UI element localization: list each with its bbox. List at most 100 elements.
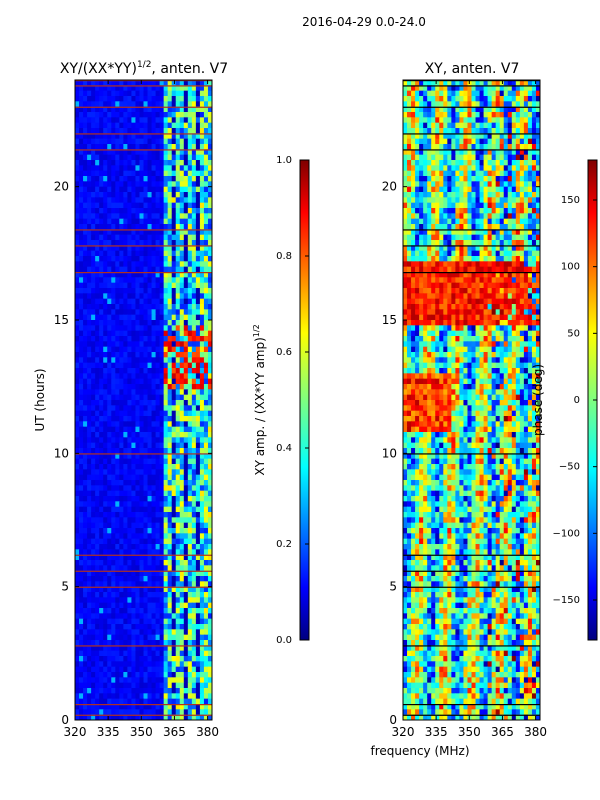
amplitude-heatmap-cell (155, 709, 161, 716)
amplitude-heatmap-cell (99, 672, 104, 678)
amplitude-heatmap-cell (119, 570, 124, 577)
amplitude-heatmap-cell (179, 272, 185, 278)
amplitude-heatmap-cell (195, 256, 201, 262)
phase-heatmap-cell (511, 170, 517, 177)
amplitude-heatmap-cell (163, 629, 169, 636)
phase-heatmap-cell (499, 176, 505, 182)
phase-heatmap-cell (407, 101, 412, 108)
amplitude-heatmap-cell (207, 176, 212, 182)
amplitude-heatmap-cell (103, 613, 108, 620)
amplitude-heatmap-cell (103, 240, 108, 246)
amplitude-heatmap-cell (83, 661, 88, 668)
phase-heatmap-cell (455, 133, 461, 140)
amplitude-heatmap-cell (155, 538, 161, 545)
phase-heatmap-cell (495, 208, 501, 214)
amplitude-heatmap-cell (151, 586, 157, 593)
phase-heatmap-cell (491, 144, 497, 150)
amplitude-colorbar-tick-label: 0.6 (276, 347, 292, 358)
amplitude-heatmap-cell (191, 389, 197, 396)
amplitude-heatmap-cell (103, 192, 108, 198)
amplitude-heatmap-cell (115, 149, 120, 156)
amplitude-heatmap-cell (119, 661, 124, 668)
amplitude-heatmap-cell (139, 330, 145, 337)
amplitude-heatmap-cell (115, 693, 120, 700)
amplitude-heatmap-cell (171, 709, 177, 716)
amplitude-heatmap-cell (163, 634, 169, 641)
amplitude-heatmap-cell (203, 250, 209, 257)
amplitude-heatmap-cell (147, 85, 153, 92)
amplitude-heatmap-cell (95, 90, 100, 97)
amplitude-heatmap-cell (159, 426, 165, 433)
phase-heatmap-cell (423, 85, 428, 92)
amplitude-heatmap-cell (167, 90, 173, 97)
phase-heatmap-cell (515, 170, 521, 177)
amplitude-heatmap-cell (135, 144, 141, 150)
amplitude-heatmap-cell (183, 688, 189, 694)
amplitude-heatmap-cell (79, 202, 84, 209)
amplitude-heatmap-cell (143, 677, 149, 684)
amplitude-heatmap-cell (95, 496, 100, 502)
amplitude-heatmap-cell (87, 544, 92, 550)
figure-suptitle: 2016-04-29 0.0-24.0 (302, 15, 426, 29)
amplitude-heatmap-cell (167, 304, 173, 310)
amplitude-heatmap-cell (87, 117, 92, 124)
amplitude-heatmap-cell (199, 533, 205, 540)
amplitude-heatmap-cell (187, 213, 193, 220)
amplitude-heatmap-cell (159, 165, 165, 172)
amplitude-heatmap-cell (131, 576, 137, 582)
amplitude-heatmap-cell (111, 261, 116, 268)
amplitude-heatmap-cell (167, 186, 173, 193)
amplitude-heatmap-cell (79, 464, 84, 470)
amplitude-heatmap-cell (179, 480, 185, 486)
amplitude-heatmap-cell (127, 426, 133, 433)
amplitude-heatmap-cell (143, 549, 149, 556)
amplitude-heatmap-cell (147, 341, 153, 348)
amplitude-heatmap-cell (195, 485, 201, 492)
phase-heatmap-cell (419, 197, 424, 204)
amplitude-heatmap-cell (155, 624, 161, 630)
amplitude-heatmap-cell (183, 266, 189, 273)
phase-heatmap-cell (451, 186, 456, 193)
amplitude-heatmap-cell (171, 330, 177, 337)
amplitude-heatmap-cell (183, 128, 189, 134)
amplitude-heatmap-cell (163, 672, 169, 678)
amplitude-heatmap-cell (75, 661, 80, 668)
amplitude-heatmap-cell (127, 149, 133, 156)
amplitude-heatmap-cell (159, 490, 165, 497)
amplitude-heatmap-cell (131, 389, 137, 396)
amplitude-x-tick-label: 335 (97, 725, 120, 739)
phase-heatmap-cell (531, 80, 537, 86)
amplitude-heatmap-cell (183, 293, 189, 300)
amplitude-heatmap-cell (103, 704, 108, 710)
amplitude-heatmap-cell (199, 576, 205, 582)
amplitude-heatmap-cell (147, 496, 153, 502)
amplitude-heatmap-cell (195, 506, 201, 513)
amplitude-heatmap-cell (155, 656, 161, 662)
amplitude-heatmap-cell (83, 218, 88, 225)
amplitude-heatmap-cell (131, 213, 137, 220)
amplitude-heatmap-cell (131, 325, 137, 332)
amplitude-heatmap-cell (195, 650, 201, 657)
amplitude-heatmap-cell (107, 474, 112, 481)
amplitude-heatmap-cell (199, 160, 205, 166)
amplitude-heatmap-cell (187, 453, 193, 460)
amplitude-heatmap-cell (199, 192, 205, 198)
amplitude-heatmap-cell (159, 336, 165, 342)
phase-heatmap-cell (511, 202, 517, 209)
amplitude-heatmap-cell (175, 149, 181, 156)
amplitude-heatmap-cell (179, 325, 185, 332)
amplitude-heatmap-cell (147, 213, 153, 220)
amplitude-heatmap-cell (203, 714, 209, 720)
amplitude-heatmap-cell (139, 261, 145, 268)
amplitude-heatmap-cell (163, 352, 169, 358)
amplitude-heatmap-cell (131, 613, 137, 620)
amplitude-heatmap-cell (127, 469, 133, 476)
amplitude-heatmap-cell (79, 666, 84, 673)
amplitude-heatmap-cell (95, 538, 100, 545)
amplitude-heatmap-cell (143, 442, 149, 449)
phase-heatmap-cell (411, 101, 416, 108)
amplitude-heatmap-cell (175, 517, 181, 524)
phase-heatmap-cell (419, 80, 424, 86)
amplitude-heatmap-cell (175, 400, 181, 406)
amplitude-heatmap-cell (87, 565, 92, 572)
